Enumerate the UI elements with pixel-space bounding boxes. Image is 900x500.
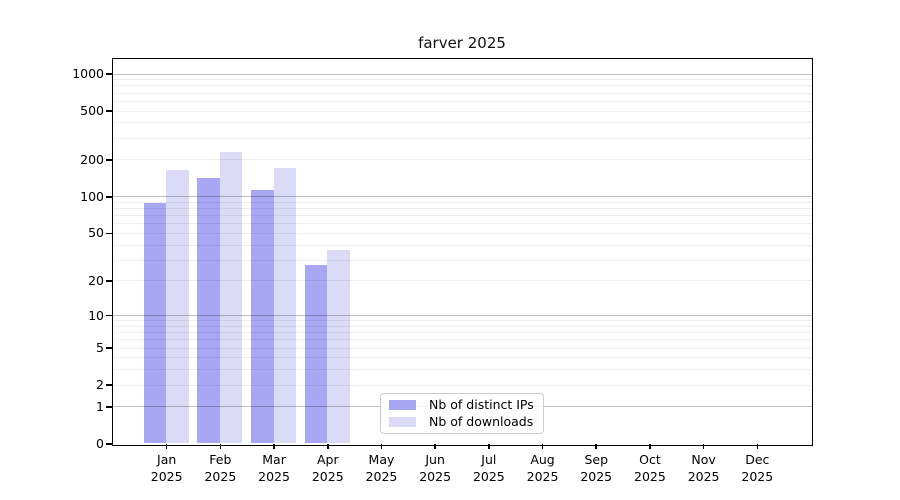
gridline-minor <box>112 201 812 203</box>
x-tick-label-nov: Nov 2025 <box>687 452 720 484</box>
x-tick-mark-sep <box>595 444 597 449</box>
bar-jan-distinct-ips <box>143 203 167 444</box>
gridline-minor <box>112 325 812 327</box>
gridline-minor <box>112 280 812 282</box>
x-tick-label-aug: Aug 2025 <box>526 452 559 484</box>
x-tick-label-may: May 2025 <box>365 452 398 484</box>
gridline-minor <box>112 357 812 359</box>
x-tick-mark-apr <box>327 444 329 449</box>
x-tick-label-jan: Jan 2025 <box>150 452 183 484</box>
gridline-minor <box>112 339 812 341</box>
gridline-minor <box>112 320 812 322</box>
gridline-minor <box>112 79 812 81</box>
plot-area <box>111 57 813 446</box>
y-tick-mark-200 <box>106 159 113 161</box>
y-tick-label-1000: 1000 <box>72 66 104 81</box>
y-tick-label-20: 20 <box>88 272 104 288</box>
x-tick-mark-feb <box>219 444 222 449</box>
x-tick-label-oct: Oct 2025 <box>634 452 666 484</box>
gridline-minor <box>112 347 812 349</box>
x-tick-label-mar: Mar 2025 <box>258 452 290 484</box>
x-tick-mark-jul <box>488 444 490 449</box>
x-tick-mark-dec <box>756 444 759 449</box>
bar-apr-distinct-ips <box>304 265 328 444</box>
legend-label-downloads: Nb of downloads <box>429 414 534 429</box>
y-tick-mark-1000 <box>106 73 113 75</box>
y-tick-mark-20 <box>106 280 113 282</box>
bar-jan-downloads <box>166 170 189 444</box>
gridline-minor <box>112 223 812 225</box>
gridline-minor <box>112 208 812 210</box>
x-tick-mark-mar <box>273 444 275 449</box>
y-tick-mark-100 <box>106 196 113 198</box>
y-tick-mark-5 <box>106 347 113 349</box>
x-tick-label-jul: Jul 2025 <box>472 452 505 484</box>
legend: Nb of distinct IPs Nb of downloads <box>380 393 544 434</box>
gridline-major <box>112 73 812 75</box>
bar-feb-downloads <box>219 152 243 444</box>
gridline-major <box>112 315 812 317</box>
legend-item-downloads: Nb of downloads <box>389 415 535 429</box>
gridline-minor <box>112 384 812 386</box>
y-tick-label-1: 1 <box>96 398 104 414</box>
x-tick-mark-may <box>380 444 383 449</box>
y-tick-label-100: 100 <box>80 188 104 204</box>
legend-swatch-distinct-ips <box>389 400 416 410</box>
y-tick-mark-50 <box>106 232 113 235</box>
legend-swatch-downloads <box>389 417 416 427</box>
gridline-minor <box>112 369 812 371</box>
x-tick-mark-nov <box>702 444 705 449</box>
y-tick-label-2: 2 <box>96 377 104 393</box>
gridline-minor <box>112 244 812 246</box>
gridline-minor <box>112 100 812 102</box>
legend-label-distinct-ips: Nb of distinct IPs <box>429 397 534 412</box>
x-tick-label-feb: Feb 2025 <box>204 452 237 484</box>
y-tick-label-0: 0 <box>96 436 104 451</box>
x-tick-mark-oct <box>649 444 651 449</box>
gridline-minor <box>112 159 812 161</box>
legend-item-distinct-ips: Nb of distinct IPs <box>389 398 535 412</box>
gridline-minor <box>112 110 812 112</box>
gridline-minor <box>112 137 812 139</box>
y-tick-mark-2 <box>106 384 113 386</box>
x-tick-mark-aug <box>541 444 544 449</box>
gridline-major <box>112 196 812 198</box>
x-tick-mark-jun <box>434 444 436 449</box>
x-tick-label-apr: Apr 2025 <box>311 452 344 484</box>
chart-title: farver 2025 <box>418 34 506 52</box>
bar-feb-distinct-ips <box>197 178 220 444</box>
gridline-minor <box>112 259 812 261</box>
x-tick-label-jun: Jun 2025 <box>419 452 452 484</box>
gridline-minor <box>112 332 812 334</box>
gridline-minor <box>112 122 812 124</box>
gridline-minor <box>112 215 812 217</box>
y-tick-mark-10 <box>106 314 113 317</box>
y-tick-label-500: 500 <box>80 103 104 119</box>
bar-apr-downloads <box>327 250 350 444</box>
y-tick-label-10: 10 <box>88 307 104 323</box>
y-tick-label-50: 50 <box>88 225 104 241</box>
bar-mar-downloads <box>273 167 297 444</box>
y-tick-mark-1 <box>106 406 113 408</box>
y-tick-mark-0 <box>106 443 113 445</box>
gridline-minor <box>112 232 812 234</box>
bar-mar-distinct-ips <box>251 190 274 444</box>
x-tick-mark-jan <box>165 444 168 449</box>
y-tick-mark-500 <box>106 110 113 112</box>
gridline-minor <box>112 85 812 87</box>
x-tick-label-sep: Sep 2025 <box>580 452 613 484</box>
gridline-minor <box>112 92 812 94</box>
y-tick-label-200: 200 <box>80 151 104 167</box>
x-tick-label-dec: Dec 2025 <box>741 452 774 484</box>
y-tick-label-5: 5 <box>96 340 104 356</box>
